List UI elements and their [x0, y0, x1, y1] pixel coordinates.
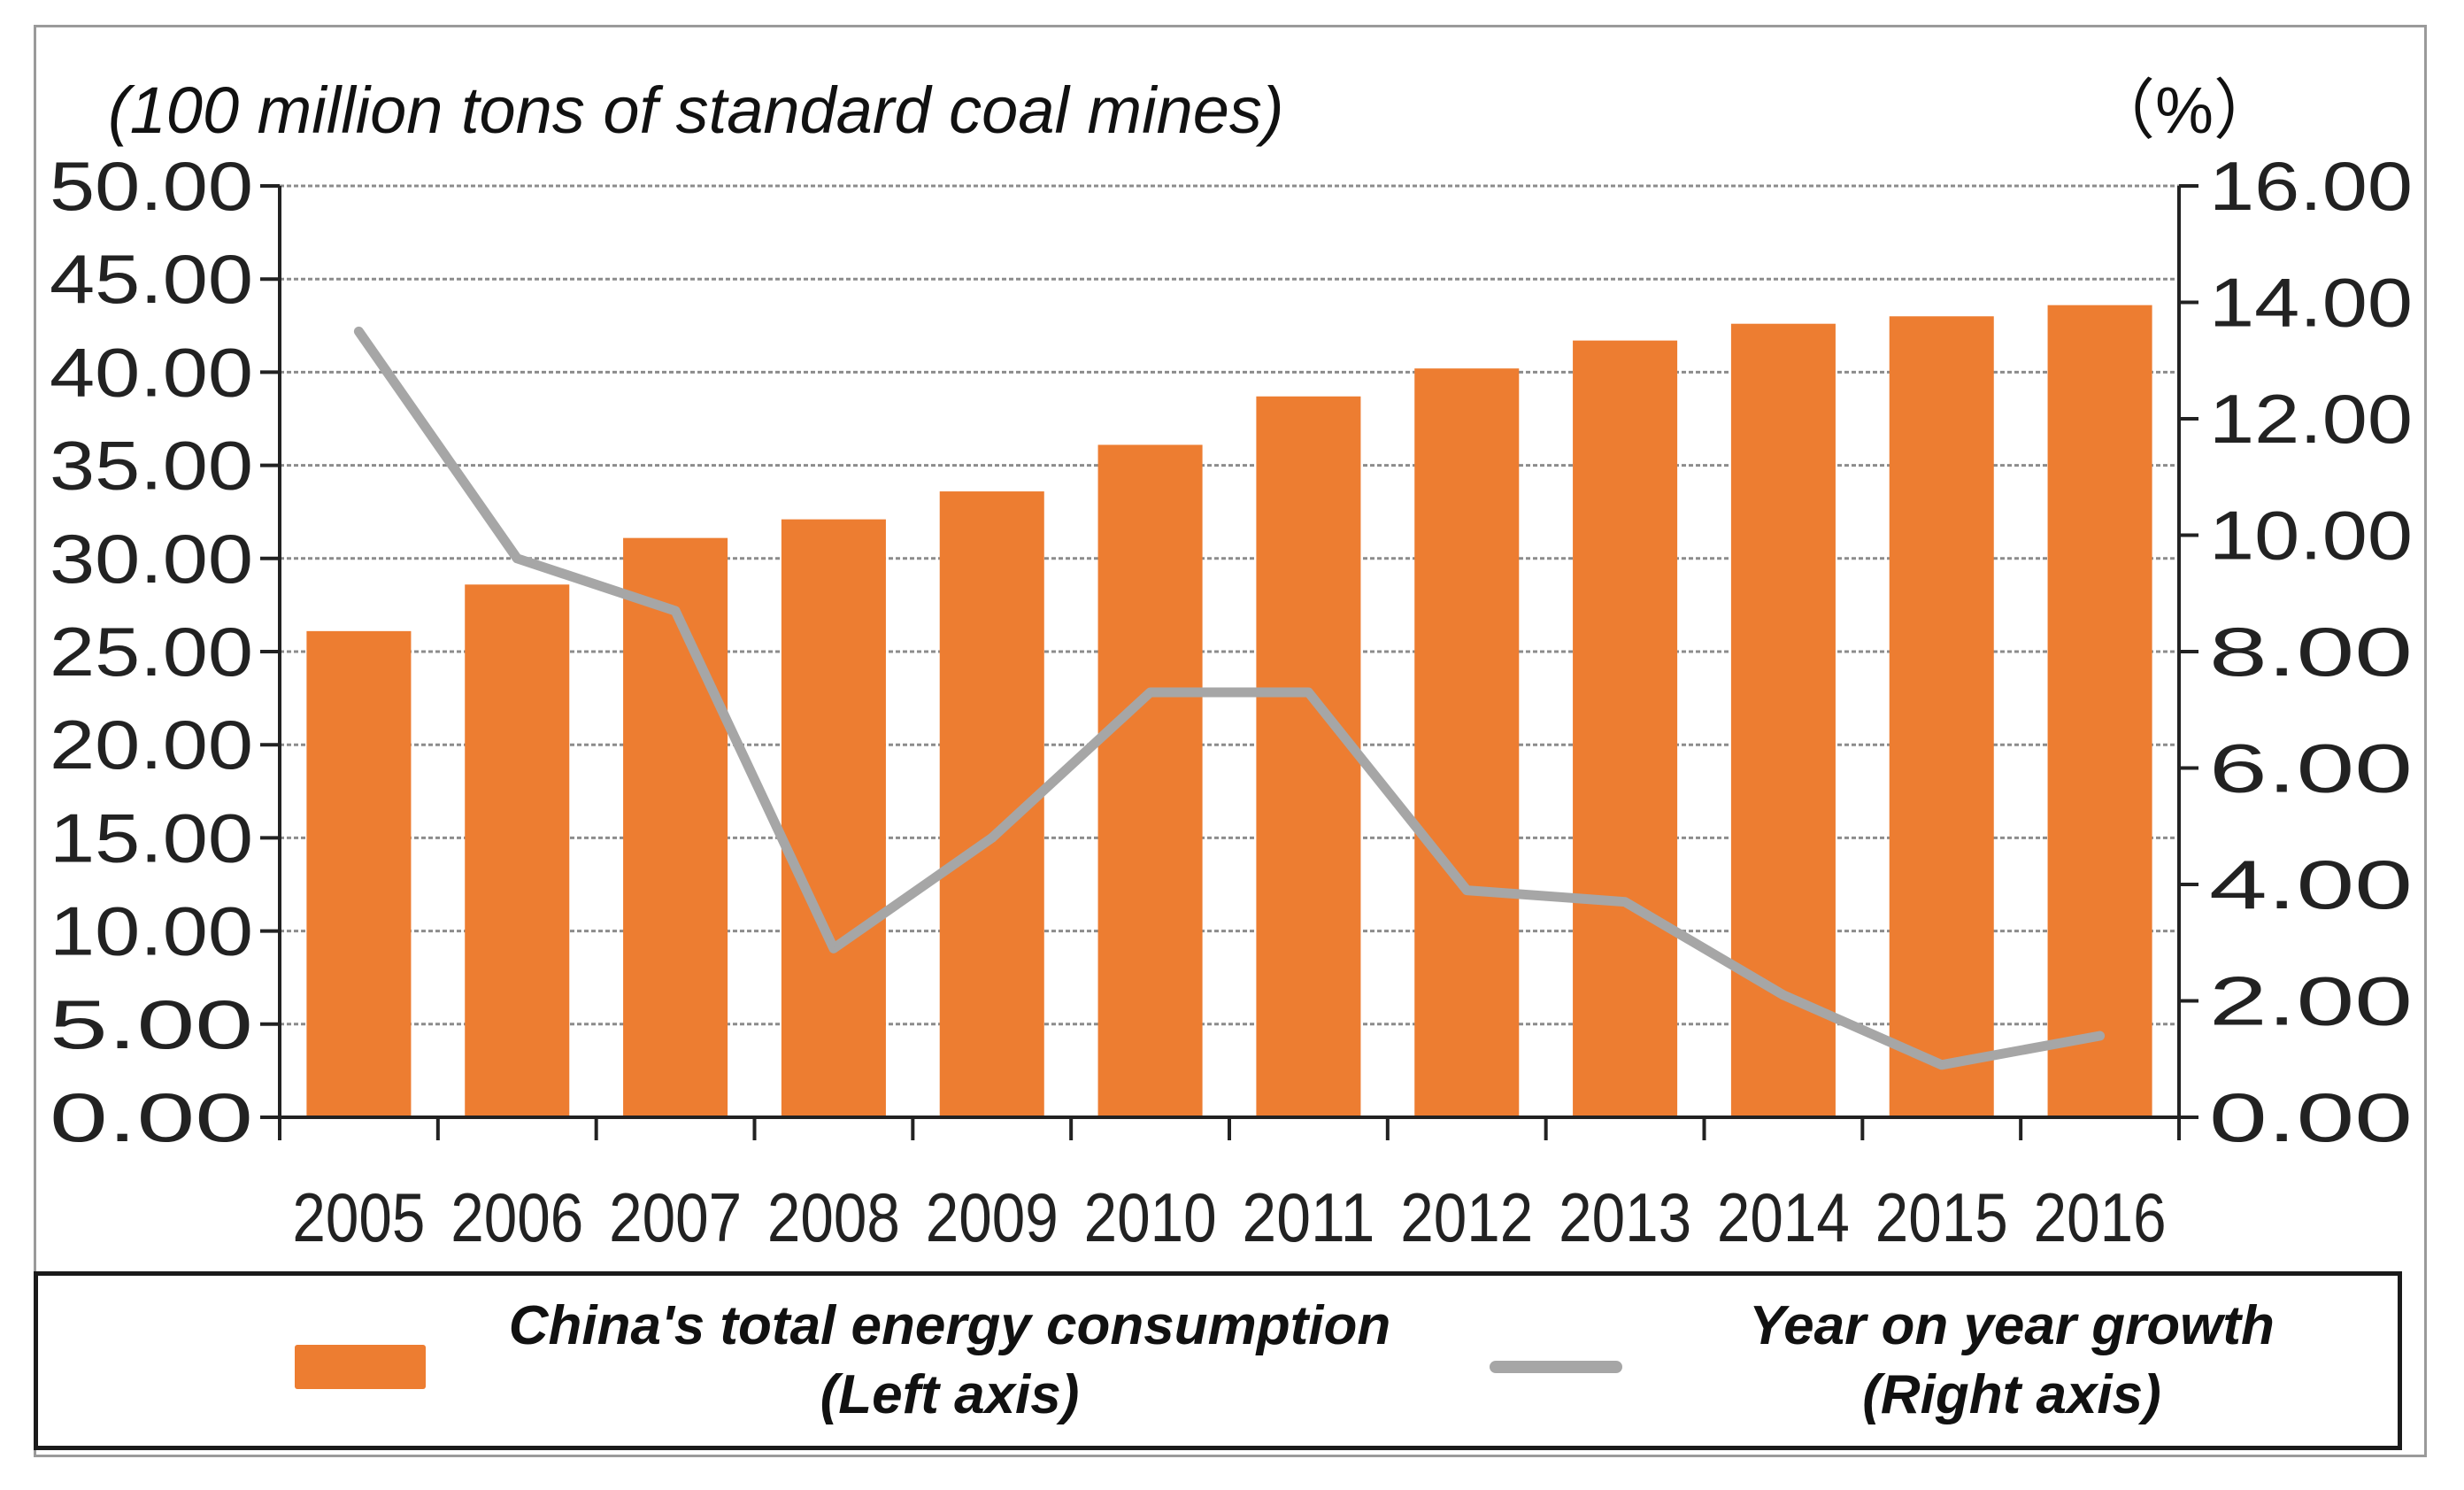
- bar-2014: [1730, 323, 1836, 1117]
- bar-2013: [1573, 340, 1678, 1118]
- growth-point-2008: [831, 946, 835, 951]
- left-tick-label: 30.00: [50, 520, 253, 598]
- x-tick-label-2013: 2013: [1559, 1178, 1691, 1256]
- growth-line: [353, 326, 2106, 1070]
- x-tick-label-2006: 2006: [450, 1178, 583, 1256]
- x-tick-label-2015: 2015: [1875, 1178, 2008, 1256]
- growth-point-2013: [1623, 899, 1628, 904]
- bar-2007: [623, 537, 728, 1117]
- legend-label-bar: China's total energy consumption (Left a…: [454, 1292, 1445, 1430]
- x-tick-label-2005: 2005: [292, 1178, 425, 1256]
- growth-point-2009: [989, 836, 994, 840]
- x-tick-label-2011: 2011: [1242, 1178, 1374, 1256]
- bar-2008: [781, 519, 886, 1117]
- right-tick-label: 8.00: [2209, 613, 2413, 691]
- legend-label-bar-line1: China's total energy consumption: [508, 1295, 1391, 1356]
- growth-point-2011: [1306, 691, 1311, 695]
- legend-label-line-line2: (Right axis): [1862, 1364, 2161, 1425]
- x-tick-label-2007: 2007: [609, 1178, 742, 1256]
- line-series: [353, 326, 2106, 1070]
- x-tick-label-2014: 2014: [1717, 1178, 1850, 1256]
- left-tick-label: 40.00: [50, 333, 253, 411]
- growth-point-2006: [515, 556, 520, 560]
- bar-2005: [306, 630, 412, 1117]
- bar-2015: [1889, 316, 1994, 1117]
- bar-2006: [465, 584, 570, 1117]
- growth-point-2007: [674, 608, 678, 613]
- left-axis-unit-label: (100 million tons of standard coal mines…: [108, 73, 1284, 147]
- legend-label-line: Year on year growth (Right axis): [1631, 1292, 2392, 1430]
- bar-2010: [1097, 444, 1203, 1117]
- left-tick-label: 35.00: [50, 427, 253, 505]
- growth-point-2014: [1781, 992, 1785, 997]
- right-tick-label: 12.00: [2209, 380, 2413, 458]
- left-tick-label: 10.00: [50, 892, 253, 970]
- tick-labels: 0.00 5.00 10.00 15.00 20.00 25.00 30.00 35.00 40…: [50, 147, 2413, 1256]
- legend-label-bar-line2: (Left axis): [820, 1364, 1080, 1425]
- right-tick-label: 10.00: [2209, 497, 2413, 575]
- left-tick-label: 0.00: [50, 1078, 253, 1156]
- axes: [260, 184, 2198, 1140]
- right-tick-label: 16.00: [2209, 147, 2413, 225]
- right-tick-label: 14.00: [2209, 264, 2413, 342]
- growth-point-2016: [2098, 1033, 2102, 1038]
- x-tick-label-2010: 2010: [1084, 1178, 1217, 1256]
- bar-2012: [1414, 368, 1520, 1117]
- left-tick-label: 15.00: [50, 799, 253, 876]
- bar-series: [306, 305, 2152, 1118]
- x-tick-label-2009: 2009: [926, 1178, 1059, 1256]
- legend-swatch-bar: [295, 1345, 426, 1389]
- right-tick-label: 4.00: [2209, 845, 2413, 923]
- legend-label-line-line1: Year on year growth: [1749, 1295, 2275, 1356]
- right-axis-unit-label: （%）: [2090, 73, 2279, 147]
- left-tick-label: 20.00: [50, 706, 253, 784]
- growth-point-2012: [1465, 888, 1469, 892]
- gridlines: [280, 184, 2179, 1026]
- right-tick-label: 6.00: [2209, 730, 2413, 807]
- growth-point-2010: [1148, 691, 1152, 695]
- right-tick-label: 0.00: [2209, 1078, 2413, 1156]
- left-tick-label: 45.00: [50, 240, 253, 318]
- left-tick-label: 50.00: [50, 147, 253, 225]
- x-tick-label-2012: 2012: [1400, 1178, 1533, 1256]
- bar-2016: [2047, 305, 2152, 1117]
- chart-frame: [34, 25, 2427, 1457]
- x-tick-label-2016: 2016: [2034, 1178, 2167, 1256]
- left-tick-label: 5.00: [50, 985, 253, 1063]
- growth-point-2005: [357, 329, 361, 334]
- right-tick-label: 2.00: [2209, 962, 2413, 1040]
- legend-swatch-line: [1490, 1361, 1622, 1373]
- legend: China's total energy consumption (Left a…: [34, 1271, 2402, 1450]
- x-tick-label-2008: 2008: [767, 1178, 900, 1256]
- bar-2011: [1256, 396, 1361, 1117]
- left-tick-label: 25.00: [50, 613, 253, 691]
- growth-point-2015: [1939, 1062, 1944, 1067]
